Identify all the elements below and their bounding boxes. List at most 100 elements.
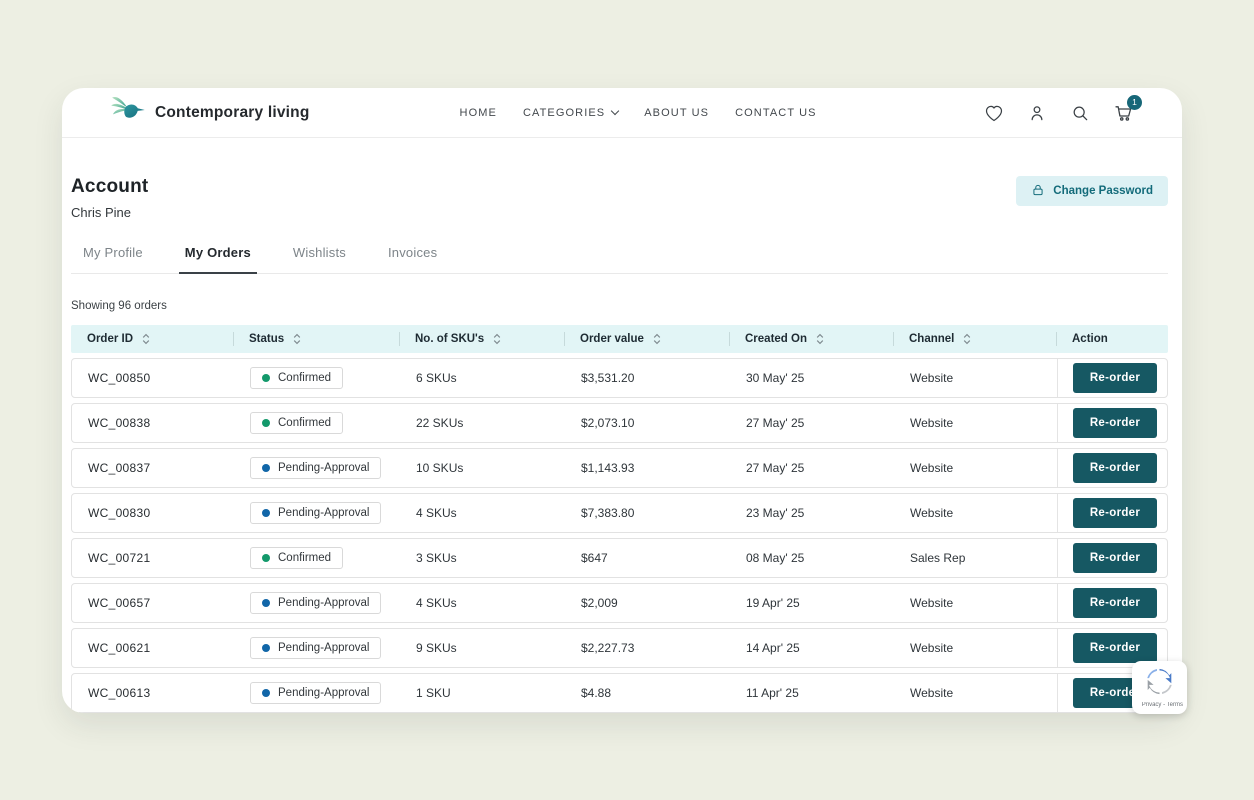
column-header-order-value[interactable]: Order value xyxy=(564,325,729,353)
column-label: Channel xyxy=(909,333,954,345)
order-id-cell: WC_00838 xyxy=(72,416,234,430)
sort-icon[interactable] xyxy=(816,333,824,345)
column-header-order-id[interactable]: Order ID xyxy=(71,325,233,353)
action-cell: Re-order xyxy=(1057,449,1167,487)
reorder-button[interactable]: Re-order xyxy=(1073,363,1157,393)
page-title: Account xyxy=(71,176,148,198)
created-on-cell: 14 Apr' 25 xyxy=(730,641,894,655)
order-value-cell: $3,531.20 xyxy=(565,371,730,385)
reorder-button[interactable]: Re-order xyxy=(1073,498,1157,528)
change-password-button[interactable]: Change Password xyxy=(1016,176,1168,206)
tab-my-orders[interactable]: My Orders xyxy=(185,245,251,273)
reorder-button[interactable]: Re-order xyxy=(1073,543,1157,573)
status-dot-icon xyxy=(262,554,270,562)
order-id-cell: WC_00837 xyxy=(72,461,234,475)
main-nav: HOME CATEGORIES ABOUT US CONTACT US xyxy=(460,107,817,119)
account-tabs: My Profile My Orders Wishlists Invoices xyxy=(71,245,1168,274)
order-value-cell: $7,383.80 xyxy=(565,506,730,520)
cart-icon[interactable]: 1 xyxy=(1112,102,1134,124)
column-header-created-on[interactable]: Created On xyxy=(729,325,893,353)
reorder-button[interactable]: Re-order xyxy=(1073,408,1157,438)
search-icon[interactable] xyxy=(1069,102,1091,124)
order-id-cell: WC_00850 xyxy=(72,371,234,385)
status-cell: Pending-Approval xyxy=(234,502,400,524)
order-row: WC_00850 Confirmed 6 SKUs $3,531.20 30 M… xyxy=(71,358,1168,398)
order-value-cell: $4.88 xyxy=(565,686,730,700)
orders-summary: Showing 96 orders xyxy=(71,300,1168,312)
order-row: WC_00837 Pending-Approval 10 SKUs $1,143… xyxy=(71,448,1168,488)
sort-icon[interactable] xyxy=(293,333,301,345)
sort-icon[interactable] xyxy=(142,333,150,345)
reorder-button[interactable]: Re-order xyxy=(1073,588,1157,618)
status-cell: Confirmed xyxy=(234,547,400,569)
order-row: WC_00838 Confirmed 22 SKUs $2,073.10 27 … xyxy=(71,403,1168,443)
created-on-cell: 19 Apr' 25 xyxy=(730,596,894,610)
created-on-cell: 08 May' 25 xyxy=(730,551,894,565)
status-badge: Pending-Approval xyxy=(250,682,381,704)
orders-table-body: WC_00850 Confirmed 6 SKUs $3,531.20 30 M… xyxy=(71,358,1168,713)
nav-icons: 1 xyxy=(983,102,1134,124)
recaptcha-privacy-terms[interactable]: Privacy - Terms xyxy=(1142,702,1187,708)
created-on-cell: 27 May' 25 xyxy=(730,461,894,475)
created-on-cell: 23 May' 25 xyxy=(730,506,894,520)
order-value-cell: $1,143.93 xyxy=(565,461,730,475)
order-value-cell: $2,227.73 xyxy=(565,641,730,655)
nav-link-contact-us[interactable]: CONTACT US xyxy=(735,107,817,119)
channel-cell: Website xyxy=(894,371,1057,385)
sort-icon[interactable] xyxy=(493,333,501,345)
recaptcha-icon xyxy=(1146,668,1173,700)
chevron-down-icon xyxy=(611,107,619,115)
status-cell: Pending-Approval xyxy=(234,682,400,704)
status-cell: Confirmed xyxy=(234,367,400,389)
order-value-cell: $2,009 xyxy=(565,596,730,610)
order-id-cell: WC_00657 xyxy=(72,596,234,610)
created-on-cell: 11 Apr' 25 xyxy=(730,686,894,700)
order-value-cell: $2,073.10 xyxy=(565,416,730,430)
status-badge: Pending-Approval xyxy=(250,592,381,614)
wishlist-heart-icon[interactable] xyxy=(983,102,1005,124)
brand[interactable]: Contemporary living xyxy=(110,95,310,130)
order-value-cell: $647 xyxy=(565,551,730,565)
nav-link-categories[interactable]: CATEGORIES xyxy=(523,107,618,119)
order-row: WC_00621 Pending-Approval 9 SKUs $2,227.… xyxy=(71,628,1168,668)
column-label: Order value xyxy=(580,333,644,345)
column-label: Action xyxy=(1072,333,1108,345)
sort-icon[interactable] xyxy=(653,333,661,345)
tab-wishlists[interactable]: Wishlists xyxy=(293,245,346,273)
status-dot-icon xyxy=(262,599,270,607)
status-cell: Confirmed xyxy=(234,412,400,434)
column-label: No. of SKU's xyxy=(415,333,484,345)
sku-count-cell: 1 SKU xyxy=(400,686,565,700)
status-cell: Pending-Approval xyxy=(234,457,400,479)
sort-icon[interactable] xyxy=(963,333,971,345)
change-password-label: Change Password xyxy=(1053,185,1153,197)
action-cell: Re-order xyxy=(1057,404,1167,442)
column-header-status[interactable]: Status xyxy=(233,325,399,353)
created-on-cell: 27 May' 25 xyxy=(730,416,894,430)
lock-icon xyxy=(1031,183,1045,200)
tab-invoices[interactable]: Invoices xyxy=(388,245,437,273)
channel-cell: Website xyxy=(894,686,1057,700)
status-dot-icon xyxy=(262,419,270,427)
order-id-cell: WC_00830 xyxy=(72,506,234,520)
sku-count-cell: 4 SKUs xyxy=(400,506,565,520)
column-header-channel[interactable]: Channel xyxy=(893,325,1056,353)
order-id-cell: WC_00621 xyxy=(72,641,234,655)
reorder-button[interactable]: Re-order xyxy=(1073,633,1157,663)
recaptcha-badge[interactable]: Privacy - Terms xyxy=(1132,661,1187,714)
account-person-icon[interactable] xyxy=(1026,102,1048,124)
status-badge: Confirmed xyxy=(250,367,343,389)
status-dot-icon xyxy=(262,464,270,472)
column-header-no-of-sku-s[interactable]: No. of SKU's xyxy=(399,325,564,353)
sku-count-cell: 6 SKUs xyxy=(400,371,565,385)
status-cell: Pending-Approval xyxy=(234,592,400,614)
nav-link-about-us[interactable]: ABOUT US xyxy=(644,107,709,119)
storefront-window: Contemporary living HOME CATEGORIES ABOUT … xyxy=(62,88,1182,713)
reorder-button[interactable]: Re-order xyxy=(1073,453,1157,483)
channel-cell: Sales Rep xyxy=(894,551,1057,565)
nav-link-home[interactable]: HOME xyxy=(460,107,497,119)
tab-my-profile[interactable]: My Profile xyxy=(83,245,143,273)
column-label: Created On xyxy=(745,333,807,345)
account-header: Account Chris Pine Change Password xyxy=(71,176,1168,220)
order-row: WC_00657 Pending-Approval 4 SKUs $2,009 … xyxy=(71,583,1168,623)
